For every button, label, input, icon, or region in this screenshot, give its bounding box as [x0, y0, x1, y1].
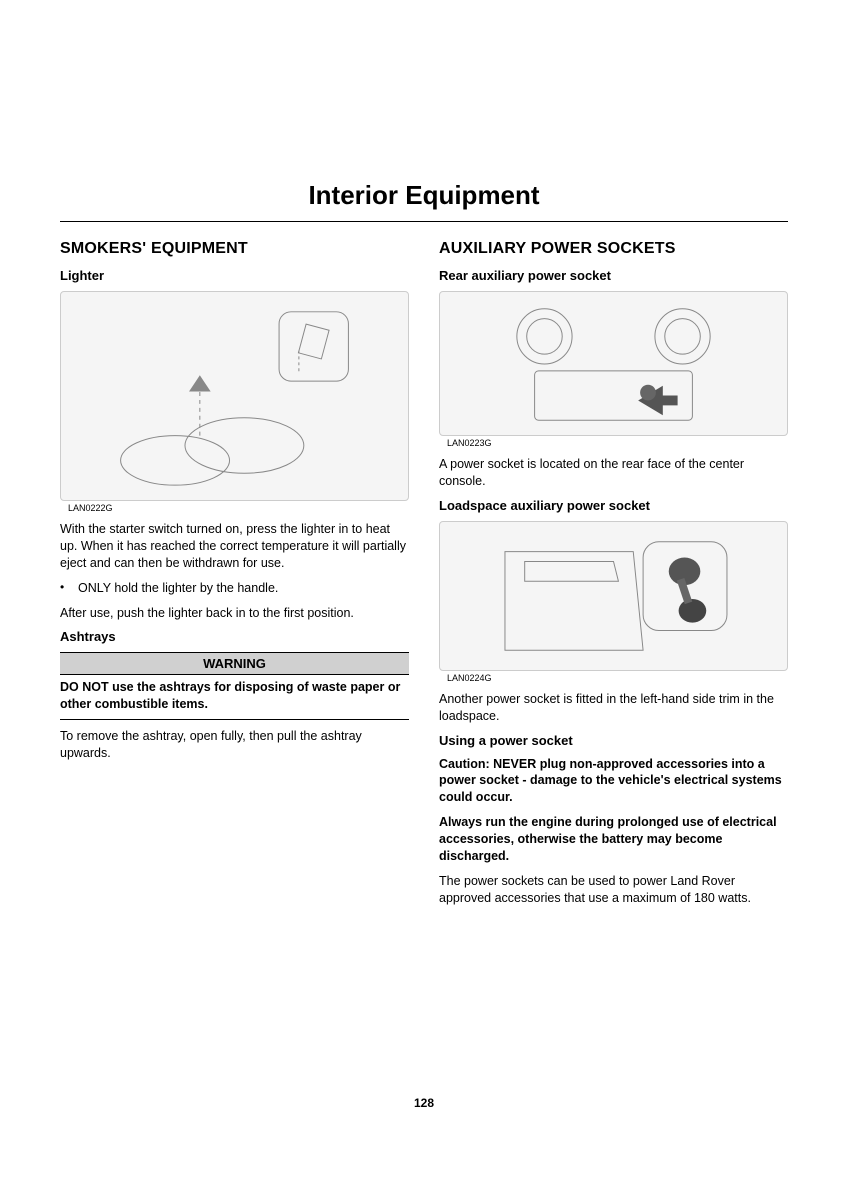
- left-column: SMOKERS' EQUIPMENT Lighter LAN0222G With…: [60, 240, 409, 915]
- bullet-icon: •: [60, 580, 78, 597]
- warning-body: DO NOT use the ashtrays for disposing of…: [60, 674, 409, 720]
- section-heading-aux: AUXILIARY POWER SOCKETS: [439, 240, 788, 258]
- sub-heading-lighter: Lighter: [60, 268, 409, 283]
- sub-heading-using-socket: Using a power socket: [439, 733, 788, 748]
- figure-rear-caption: LAN0223G: [447, 438, 788, 448]
- figure-lighter-caption: LAN0222G: [68, 503, 409, 513]
- page-title: Interior Equipment: [60, 180, 788, 211]
- body-text: The power sockets can be used to power L…: [439, 873, 788, 907]
- body-text: After use, push the lighter back in to t…: [60, 605, 409, 622]
- body-text: With the starter switch turned on, press…: [60, 521, 409, 572]
- warning-header: WARNING: [60, 652, 409, 674]
- right-column: AUXILIARY POWER SOCKETS Rear auxiliary p…: [439, 240, 788, 915]
- title-divider: [60, 221, 788, 222]
- content-columns: SMOKERS' EQUIPMENT Lighter LAN0222G With…: [60, 240, 788, 915]
- lighter-illustration-icon: [61, 292, 408, 500]
- figure-loadspace-caption: LAN0224G: [447, 673, 788, 683]
- body-text: To remove the ashtray, open fully, then …: [60, 728, 409, 762]
- figure-lighter: [60, 291, 409, 501]
- rear-socket-illustration-icon: [440, 292, 787, 435]
- warning-panel: WARNING DO NOT use the ashtrays for disp…: [60, 652, 409, 720]
- body-text: Another power socket is fitted in the le…: [439, 691, 788, 725]
- bullet-text: ONLY hold the lighter by the handle.: [78, 580, 278, 597]
- sub-heading-ashtrays: Ashtrays: [60, 629, 409, 644]
- loadspace-illustration-icon: [440, 522, 787, 670]
- sub-heading-loadspace: Loadspace auxiliary power socket: [439, 498, 788, 513]
- section-heading-smokers: SMOKERS' EQUIPMENT: [60, 240, 409, 258]
- sub-heading-rear-socket: Rear auxiliary power socket: [439, 268, 788, 283]
- figure-rear-socket: [439, 291, 788, 436]
- body-text: A power socket is located on the rear fa…: [439, 456, 788, 490]
- caution-text: Always run the engine during prolonged u…: [439, 814, 788, 865]
- page-number: 128: [0, 1096, 848, 1110]
- list-item: • ONLY hold the lighter by the handle.: [60, 580, 409, 597]
- caution-text: Caution: NEVER plug non-approved accesso…: [439, 756, 788, 807]
- figure-loadspace: [439, 521, 788, 671]
